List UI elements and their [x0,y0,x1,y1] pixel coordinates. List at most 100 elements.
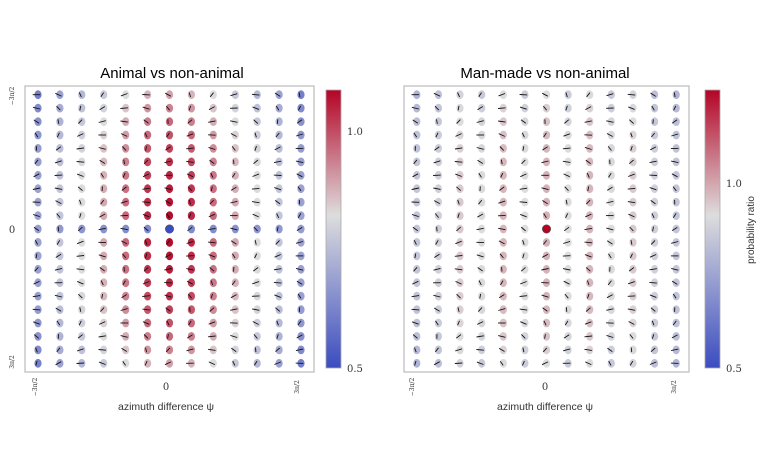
right-orientation-tick-3-1 [435,132,439,138]
left-orientation-tick-14-12 [296,280,303,285]
left-marker-11-2 [78,238,86,247]
left-orientation-tick-17-7 [188,320,192,326]
right-marker-3-1 [434,130,442,140]
right-orientation-tick-0-10 [627,93,636,96]
right-orientation-tick-10-3 [476,227,484,231]
right-orientation-tick-14-10 [627,281,635,285]
left-orientation-tick-4-10 [254,146,257,151]
left-marker-2-12 [297,117,305,126]
left-marker-1-6 [165,103,174,113]
left-x-tick-zero: 0 [163,382,169,393]
left-marker-9-3 [100,211,108,221]
right-marker-3-6 [542,130,551,140]
right-orientation-tick-15-5 [519,295,528,297]
right-orientation-tick-11-0 [413,239,417,245]
right-orientation-tick-13-7 [562,268,571,271]
right-orientation-tick-16-8 [585,307,591,312]
right-orientation-tick-6-8 [586,172,590,178]
right-marker-13-10 [629,264,637,274]
left-orientation-tick-17-1 [56,320,61,326]
right-marker-4-5 [521,144,529,153]
left-orientation-tick-16-0 [32,308,41,311]
right-marker-9-10 [629,211,637,221]
left-marker-14-2 [78,278,86,288]
right-orientation-tick-18-8 [584,335,593,338]
left-marker-16-1 [56,305,64,314]
left-orientation-tick-8-3 [100,199,105,205]
right-marker-12-4 [499,251,507,261]
right-orientation-tick-3-10 [630,132,633,138]
right-orientation-tick-12-8 [584,254,592,258]
right-orientation-tick-5-4 [500,159,503,165]
right-marker-9-2 [456,211,464,221]
right-orientation-tick-8-3 [478,199,483,205]
left-marker-7-8 [209,184,217,194]
right-orientation-tick-19-5 [522,347,525,353]
right-orientation-tick-3-5 [521,132,525,138]
right-marker-6-9 [607,170,615,180]
left-orientation-tick-17-12 [297,320,302,326]
left-marker-5-5 [144,157,152,167]
left-orientation-tick-12-6 [164,253,172,258]
right-orientation-tick-1-6 [543,105,547,111]
left-marker-1-3 [100,103,108,113]
right-orientation-tick-12-0 [414,253,417,259]
left-orientation-tick-2-8 [208,120,216,123]
left-marker-9-7 [187,211,195,221]
right-orientation-tick-9-5 [520,213,527,218]
right-orientation-tick-0-1 [433,92,441,97]
left-orientation-tick-20-10 [254,360,258,366]
left-orientation-tick-18-3 [98,335,106,338]
left-y-tick-zero: 0 [9,225,15,236]
left-marker-18-7 [187,332,195,341]
left-orientation-tick-20-4 [122,360,126,366]
right-marker-16-2 [456,305,464,314]
left-marker-3-7 [187,130,195,140]
right-marker-13-9 [607,264,615,274]
left-marker-11-0 [34,238,42,247]
right-marker-9-11 [651,211,659,221]
left-marker-3-10 [253,130,261,140]
left-marker-7-11 [275,184,283,194]
left-marker-9-2 [78,211,86,221]
left-orientation-tick-18-11 [276,334,279,339]
left-marker-17-2 [78,318,86,328]
left-orientation-tick-11-7 [186,240,194,244]
left-orientation-tick-5-4 [123,159,126,165]
left-orientation-tick-16-4 [120,308,128,311]
right-orientation-tick-18-9 [606,334,614,338]
left-marker-3-0 [34,130,42,140]
right-orientation-tick-10-11 [652,226,654,232]
left-x-tick-right: 3π/2 [294,380,301,394]
right-marker-5-0 [413,157,421,167]
right-marker-3-0 [413,130,421,140]
left-marker-0-8 [209,90,217,100]
right-orientation-tick-19-2 [455,348,463,352]
left-marker-10-7 [187,224,195,234]
left-marker-8-12 [297,197,305,207]
left-marker-0-3 [100,90,108,100]
left-marker-19-5 [144,345,152,355]
right-marker-9-6 [542,211,551,221]
right-orientation-tick-14-5 [520,281,527,285]
left-marker-grid [32,90,305,368]
left-orientation-tick-11-4 [121,240,128,245]
left-marker-12-1 [56,251,64,261]
left-orientation-tick-11-10 [254,240,257,245]
left-marker-19-1 [56,345,64,355]
right-marker-13-5 [521,264,529,274]
right-marker-0-6 [542,90,551,100]
left-marker-16-7 [187,305,195,314]
left-marker-10-0 [34,224,42,234]
left-orientation-tick-8-2 [79,199,82,205]
left-marker-3-5 [144,130,152,140]
right-marker-18-0 [413,332,421,341]
left-orientation-tick-10-0 [33,226,40,232]
left-orientation-tick-13-7 [186,268,194,271]
left-orientation-tick-2-10 [253,119,259,124]
right-marker-7-4 [499,184,507,194]
left-orientation-tick-7-2 [77,186,83,191]
left-marker-1-2 [78,103,86,113]
right-orientation-tick-6-2 [455,173,462,177]
right-marker-18-1 [434,332,442,341]
